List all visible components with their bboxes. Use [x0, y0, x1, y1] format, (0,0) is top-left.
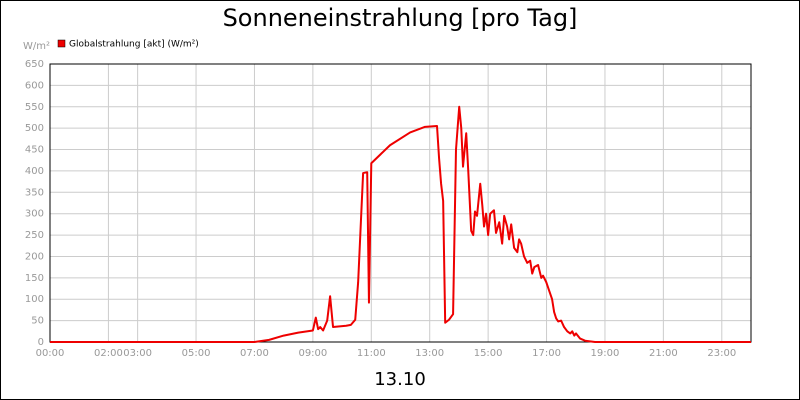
x-tick-label: 11:00 — [357, 348, 386, 359]
y-tick-label: 250 — [25, 230, 44, 241]
x-tick-label: 21:00 — [649, 348, 678, 359]
x-axis-label: 13.10 — [374, 369, 426, 390]
y-tick-label: 100 — [25, 294, 44, 305]
y-tick-label: 0 — [38, 337, 44, 348]
x-tick-label: 00:00 — [36, 348, 65, 359]
plot-area — [50, 64, 751, 342]
plot-border — [49, 63, 752, 343]
y-tick-label: 450 — [25, 145, 44, 156]
x-tick-label: 07:00 — [240, 348, 269, 359]
y-tick-label: 400 — [25, 166, 44, 177]
chart-title: Sonneneinstrahlung [pro Tag] — [223, 4, 578, 32]
x-tick-label: 19:00 — [591, 348, 620, 359]
x-tick-label: 23:00 — [707, 348, 736, 359]
x-tick-label: 15:00 — [474, 348, 503, 359]
x-tick-label: 02:00 — [94, 348, 123, 359]
y-tick-label: 350 — [25, 187, 44, 198]
series-line — [50, 105, 751, 343]
y-tick-label: 300 — [25, 209, 44, 220]
y-tick-label: 500 — [25, 123, 44, 134]
x-tick-label: 17:00 — [532, 348, 561, 359]
legend-label: Globalstrahlung [akt] (W/m²) — [69, 40, 199, 50]
y-tick-label: 200 — [25, 251, 44, 262]
y-tick-label: 600 — [25, 80, 44, 91]
legend-swatch — [57, 39, 66, 48]
y-tick-label: 50 — [31, 316, 44, 327]
y-tick-label: 550 — [25, 102, 44, 113]
x-tick-label: 13:00 — [415, 348, 444, 359]
x-tick-label: 05:00 — [182, 348, 211, 359]
x-tick-label: 03:00 — [123, 348, 152, 359]
y-unit: W/m² — [23, 41, 50, 52]
x-tick-label: 09:00 — [298, 348, 327, 359]
y-tick-label: 150 — [25, 273, 44, 284]
y-tick-label: 650 — [25, 59, 44, 70]
